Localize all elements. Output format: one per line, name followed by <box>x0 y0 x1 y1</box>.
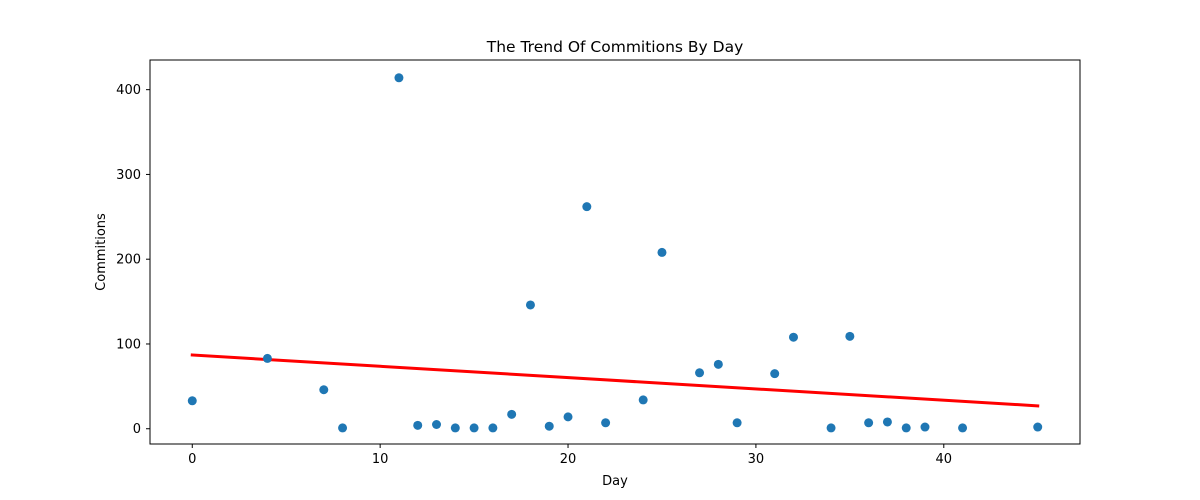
data-point <box>732 418 742 428</box>
data-point <box>262 353 272 363</box>
data-point <box>319 385 329 395</box>
chart-title: The Trend Of Commitions By Day <box>486 38 744 56</box>
data-point <box>657 247 667 257</box>
data-point <box>638 395 648 405</box>
data-point <box>507 409 517 419</box>
data-point <box>488 423 498 433</box>
x-tick-label: 30 <box>748 452 765 467</box>
data-point <box>920 422 930 432</box>
data-point <box>432 420 442 430</box>
data-point <box>713 359 723 369</box>
data-point <box>882 417 892 427</box>
data-point <box>1033 422 1043 432</box>
data-point <box>958 423 968 433</box>
y-tick-label: 400 <box>116 83 141 98</box>
data-point <box>187 396 197 406</box>
x-tick-label: 10 <box>372 452 389 467</box>
data-point <box>788 332 798 342</box>
trendline <box>190 353 1040 408</box>
data-point <box>582 202 592 212</box>
data-point <box>864 418 874 428</box>
y-tick-label: 0 <box>133 422 141 437</box>
y-axis: 0 100 200 300 400 <box>116 83 150 437</box>
data-point <box>338 423 348 433</box>
y-axis-label: Commitions <box>94 213 109 291</box>
data-point <box>413 420 423 430</box>
data-point <box>525 300 535 310</box>
x-axis: 0 10 20 30 40 <box>188 444 952 467</box>
data-point <box>901 423 911 433</box>
data-point <box>845 331 855 341</box>
data-point <box>695 368 705 378</box>
data-point <box>770 369 780 379</box>
data-point <box>563 412 573 422</box>
plot-frame <box>149 59 1081 445</box>
data-point <box>469 423 479 433</box>
x-tick-label: 20 <box>560 452 577 467</box>
data-point <box>601 418 611 428</box>
x-axis-label: Day <box>602 474 628 489</box>
x-tick-label: 0 <box>188 452 196 467</box>
points-layer <box>187 73 1043 433</box>
y-tick-label: 300 <box>116 168 141 183</box>
data-point <box>544 421 554 431</box>
data-point <box>394 73 404 83</box>
y-tick-label: 200 <box>116 253 141 268</box>
data-point <box>826 423 836 433</box>
x-tick-label: 40 <box>936 452 953 467</box>
trendline-layer <box>190 353 1040 408</box>
data-point <box>450 423 460 433</box>
y-tick-label: 100 <box>116 337 141 352</box>
